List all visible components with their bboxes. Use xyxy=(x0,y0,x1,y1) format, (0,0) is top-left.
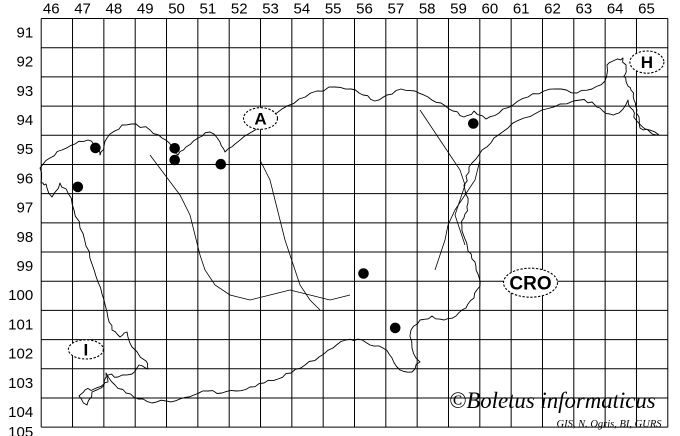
svg-text:100: 100 xyxy=(8,287,33,304)
svg-text:59: 59 xyxy=(450,1,467,18)
svg-text:50: 50 xyxy=(168,1,185,18)
svg-text:94: 94 xyxy=(17,112,34,129)
svg-text:64: 64 xyxy=(607,1,624,18)
svg-text:91: 91 xyxy=(17,24,34,41)
svg-text:©Boletus informaticus: ©Boletus informaticus xyxy=(449,388,656,413)
svg-text:102: 102 xyxy=(8,346,33,363)
svg-text:51: 51 xyxy=(200,1,217,18)
svg-text:49: 49 xyxy=(137,1,154,18)
svg-text:47: 47 xyxy=(74,1,91,18)
svg-text:105: 105 xyxy=(8,424,33,436)
svg-text:A: A xyxy=(254,110,266,129)
svg-text:54: 54 xyxy=(294,1,311,18)
svg-text:95: 95 xyxy=(17,141,34,158)
svg-text:98: 98 xyxy=(17,229,34,246)
svg-text:63: 63 xyxy=(575,1,592,18)
svg-text:56: 56 xyxy=(356,1,373,18)
svg-text:H: H xyxy=(641,53,653,72)
svg-text:55: 55 xyxy=(325,1,342,18)
svg-text:CRO: CRO xyxy=(509,274,551,295)
svg-text:103: 103 xyxy=(8,375,33,392)
svg-text:99: 99 xyxy=(17,258,34,275)
svg-text:101: 101 xyxy=(8,316,33,333)
svg-text:58: 58 xyxy=(419,1,436,18)
svg-text:48: 48 xyxy=(106,1,123,18)
svg-text:97: 97 xyxy=(17,200,34,217)
svg-text:104: 104 xyxy=(8,404,33,421)
svg-text:93: 93 xyxy=(17,83,34,100)
svg-text:52: 52 xyxy=(231,1,248,18)
svg-text:53: 53 xyxy=(262,1,279,18)
svg-text:61: 61 xyxy=(513,1,530,18)
svg-text:57: 57 xyxy=(388,1,405,18)
svg-text:60: 60 xyxy=(482,1,499,18)
svg-text:92: 92 xyxy=(17,54,34,71)
svg-text:46: 46 xyxy=(43,1,60,18)
svg-text:62: 62 xyxy=(544,1,561,18)
svg-text:GIS, N. Ogris, BI, GURS: GIS, N. Ogris, BI, GURS xyxy=(557,419,663,430)
svg-text:65: 65 xyxy=(638,1,655,18)
svg-text:I: I xyxy=(84,340,89,359)
svg-text:96: 96 xyxy=(17,170,34,187)
